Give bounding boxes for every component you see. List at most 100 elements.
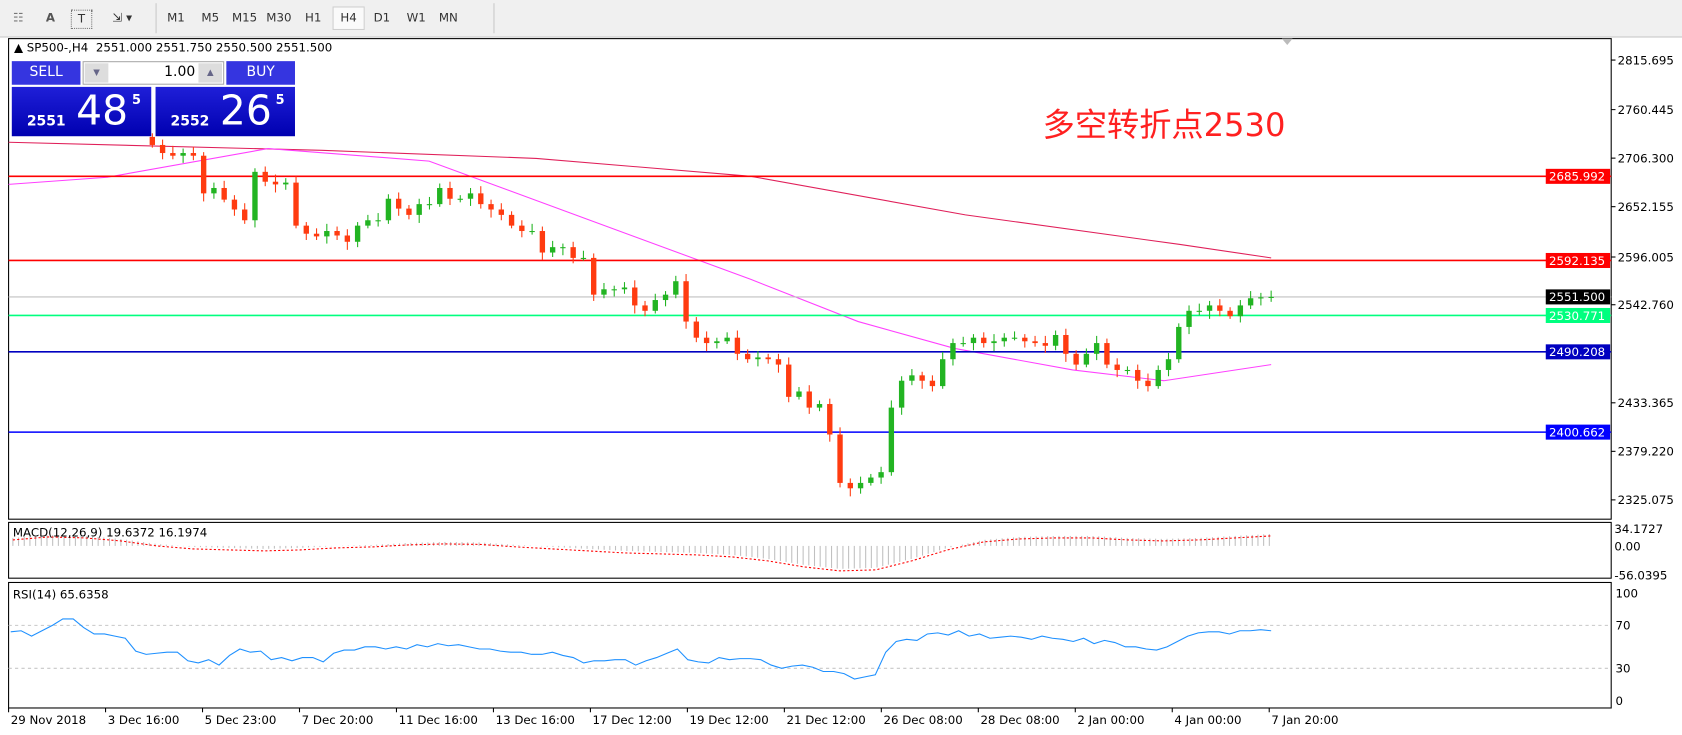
candle	[303, 222, 309, 240]
candle	[344, 229, 351, 250]
candle	[683, 274, 689, 329]
candle	[1124, 366, 1131, 375]
candle	[786, 357, 792, 403]
timeframe-d1[interactable]: D1	[373, 10, 391, 25]
candle-body	[714, 341, 720, 344]
candle-body	[293, 182, 299, 226]
time-tick-label: 19 Dec 12:00	[690, 713, 769, 727]
candle-body	[1083, 353, 1090, 365]
candle	[385, 194, 392, 224]
candle	[478, 186, 484, 209]
candle-body	[642, 305, 648, 311]
grid-lines-icon[interactable]: ☷	[12, 10, 24, 25]
candle-body	[775, 359, 782, 365]
timeframe-m30[interactable]: M30	[266, 10, 292, 25]
candle-body	[1176, 326, 1182, 360]
candle	[652, 293, 658, 314]
pivot-annotation: 多空转折点2530	[1042, 107, 1286, 145]
candle-body	[313, 233, 320, 237]
candle-body	[919, 375, 925, 381]
candle-body	[1135, 369, 1141, 381]
sell-price[interactable]: 2551 48 5	[11, 86, 152, 137]
timeframe-m15[interactable]: M15	[231, 10, 258, 25]
candle	[1247, 291, 1254, 310]
candle-body	[1206, 305, 1213, 311]
candle-body	[1001, 337, 1007, 342]
price-chart[interactable]: 2815.695 2760.445 2706.300 2652.155 2596.005…	[0, 36, 1682, 734]
candle	[991, 334, 997, 352]
candle	[806, 385, 812, 414]
candle	[724, 332, 730, 344]
candle-body	[488, 204, 494, 210]
decrease-volume-button[interactable]: ▼	[84, 63, 109, 83]
timeframe-h1[interactable]: H1	[305, 10, 322, 25]
candle	[283, 178, 289, 190]
candle-body	[344, 235, 351, 242]
candle	[734, 330, 741, 361]
candle-body	[786, 364, 792, 397]
candle	[1227, 307, 1233, 319]
candle	[1217, 299, 1223, 317]
candle-body	[847, 482, 853, 489]
rsi-tick-label: 30	[1615, 662, 1630, 676]
timeframe-h4[interactable]: H4	[332, 6, 365, 31]
candle-body	[703, 337, 710, 344]
candle	[714, 337, 720, 349]
timeframe-w1[interactable]: W1	[406, 10, 426, 25]
candle-body	[1114, 364, 1120, 370]
candle	[149, 133, 156, 148]
candle-body	[406, 208, 412, 215]
buy-price[interactable]: 2552 26 5	[155, 86, 295, 137]
candle-body	[970, 337, 977, 344]
candle-body	[591, 257, 597, 295]
increase-volume-button[interactable]: ▲	[198, 63, 223, 83]
candle	[508, 211, 515, 229]
level-price-label: 2592.135	[1549, 254, 1605, 268]
sell-button[interactable]: SELL	[11, 61, 81, 85]
timeframe-m5[interactable]: M5	[201, 10, 220, 25]
candle-body	[857, 482, 864, 489]
candle-body	[262, 171, 268, 182]
candle-body	[1124, 369, 1131, 372]
macd-tick-label: 0.00	[1614, 539, 1640, 553]
price-tick-label: 2815.695	[1618, 53, 1674, 67]
buy-button[interactable]: BUY	[226, 61, 295, 85]
collapse-triangle-icon[interactable]: ▲	[13, 40, 27, 55]
candle-body	[211, 187, 217, 194]
volume-input[interactable]: 1.00	[164, 64, 196, 81]
candle-body	[334, 231, 340, 236]
text-a-icon[interactable]: A	[45, 10, 55, 25]
candle-body	[940, 359, 946, 387]
candle	[560, 243, 566, 256]
candle	[447, 181, 453, 206]
candle-body	[632, 287, 638, 306]
candle-body	[190, 153, 197, 156]
timeframe-mn[interactable]: MN	[438, 10, 458, 25]
candle-body	[981, 337, 987, 344]
candle	[457, 195, 463, 203]
candle-body	[837, 434, 843, 483]
candle-body	[929, 380, 936, 387]
candle-body	[478, 193, 484, 205]
price-tick-label: 2760.445	[1618, 103, 1674, 117]
candle-body	[1093, 343, 1100, 354]
text-label-icon[interactable]: T	[70, 9, 93, 29]
candle	[549, 240, 556, 258]
candle	[170, 145, 176, 160]
arrows-tool-icon[interactable]: ⇲ ▾	[112, 10, 133, 25]
candle-body	[539, 231, 546, 253]
candle	[693, 317, 700, 343]
candle	[981, 332, 987, 348]
time-tick-label: 7 Jan 20:00	[1271, 713, 1338, 727]
level-price-label: 2490.208	[1549, 345, 1605, 359]
candle	[272, 174, 279, 193]
time-tick-label: 3 Dec 16:00	[108, 713, 180, 727]
volume-stepper[interactable]: ▼ 1.00 ▲	[82, 61, 225, 85]
timeframe-m1[interactable]: M1	[167, 10, 185, 25]
candle-body	[272, 181, 279, 185]
candle-body	[498, 209, 504, 215]
candle	[888, 400, 895, 476]
candle-body	[888, 407, 895, 473]
candle	[293, 176, 299, 229]
candle	[580, 250, 587, 261]
